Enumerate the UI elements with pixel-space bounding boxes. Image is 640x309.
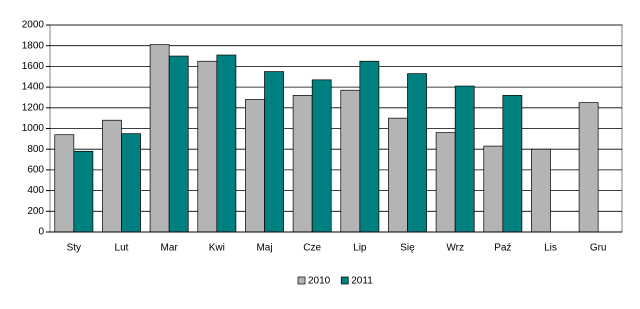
bar [340,89,361,233]
legend-swatch [297,276,306,285]
bar [73,150,94,233]
x-tick-label: Sty [67,243,81,254]
bar [168,55,189,233]
bar [454,85,475,233]
bar [407,73,427,233]
y-tick-label: 1800 [22,40,45,51]
legend-label: 2011 [351,276,373,287]
bar [502,95,523,233]
x-tick-label: Się [400,243,415,254]
bar [102,119,122,233]
y-tick-label: 1200 [22,102,45,113]
bar [292,95,313,233]
y-tick-label: 400 [27,185,44,196]
bar [578,102,599,233]
bar [197,60,218,233]
bar [483,145,504,233]
y-tick-label: 800 [27,144,44,155]
x-tick-label: Lut [115,243,129,254]
x-tick-label: Lis [544,243,557,254]
y-tick-label: 0 [38,227,44,238]
y-tick-label: 1000 [22,123,45,134]
legend-label: 2010 [308,276,331,287]
y-tick-label: 600 [27,165,44,176]
x-tick-label: Mar [161,243,179,254]
bar [245,99,265,233]
x-tick-label: Cze [303,243,321,254]
bar [435,132,456,233]
bar [388,117,408,233]
y-tick-label: 1400 [22,82,45,93]
bar [531,148,551,233]
bar [311,79,332,233]
y-tick-label: 1600 [22,61,45,72]
legend-swatch [340,276,349,285]
x-tick-label: Kwi [209,243,225,254]
y-tick-label: 2000 [22,20,45,31]
y-tick-label: 200 [27,206,44,217]
x-tick-label: Gru [590,243,607,254]
x-tick-label: Lip [353,243,367,254]
x-tick-label: Paź [494,243,511,254]
bar [359,60,380,233]
bar [264,71,284,233]
bar [121,133,141,233]
bar [54,134,75,233]
x-tick-label: Maj [256,243,272,254]
x-tick-label: Wrz [446,243,464,254]
bar [216,54,237,233]
bar [149,44,170,233]
